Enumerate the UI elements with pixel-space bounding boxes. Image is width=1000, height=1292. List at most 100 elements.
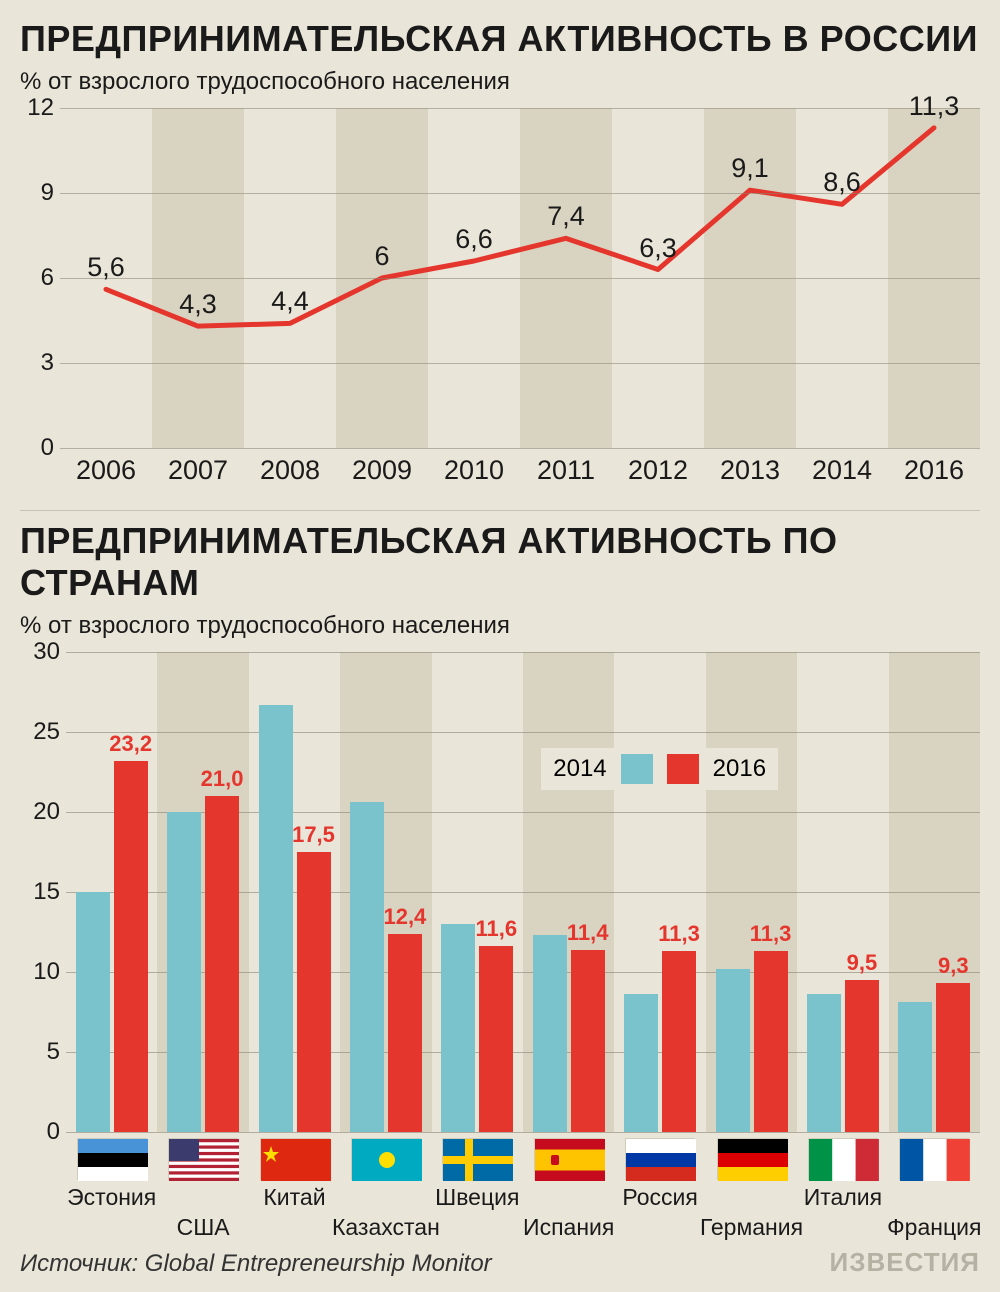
bar-2016	[479, 946, 513, 1132]
line-chart-panel: Предпринимательская активность в России …	[20, 18, 980, 498]
bar-chart-title: Предпринимательская активность по страна…	[20, 520, 980, 604]
bar-2014	[76, 892, 110, 1132]
bar-2014	[624, 994, 658, 1132]
bar-chart-subtitle: % от взрослого трудоспособного населения	[20, 612, 980, 640]
bar-2016	[662, 951, 696, 1132]
legend-swatch-2016	[667, 754, 699, 784]
country-label: США	[177, 1214, 230, 1241]
y-tick-label: 0	[24, 1118, 60, 1146]
bar-value-label: 17,5	[292, 822, 335, 848]
gridline	[66, 652, 980, 653]
legend-swatch-2014	[621, 754, 653, 784]
y-tick-label: 12	[24, 94, 54, 122]
data-label: 9,1	[731, 153, 769, 184]
data-label: 4,3	[179, 289, 217, 320]
x-tick-label: 2013	[720, 455, 780, 486]
bar-2014	[533, 935, 567, 1132]
bar-value-label: 11,4	[567, 920, 609, 946]
gridline	[66, 1052, 980, 1053]
x-tick-label: 2008	[260, 455, 320, 486]
flag-spain	[534, 1138, 604, 1180]
data-label: 5,6	[87, 252, 125, 283]
x-tick-label: 2012	[628, 455, 688, 486]
country-label: Казахстан	[332, 1214, 440, 1241]
gridline	[66, 1132, 980, 1133]
flag-estonia	[77, 1138, 147, 1180]
gridline	[66, 892, 980, 893]
data-label: 6,6	[455, 224, 493, 255]
x-tick-label: 2011	[537, 455, 595, 486]
data-label: 4,4	[271, 286, 309, 317]
y-tick-label: 9	[24, 179, 54, 207]
gridline	[60, 448, 980, 449]
bar-2014	[259, 705, 293, 1132]
flag-usa	[168, 1138, 238, 1180]
gridline	[60, 278, 980, 279]
data-label: 11,3	[909, 91, 960, 122]
data-label: 8,6	[823, 167, 861, 198]
bar-chart-legend: 2014 2016	[541, 748, 778, 790]
bar-2014	[716, 969, 750, 1132]
bar-value-label: 11,3	[658, 921, 700, 947]
bar-value-label: 9,5	[847, 950, 878, 976]
country-label: Испания	[523, 1214, 614, 1241]
bar-2014	[167, 812, 201, 1132]
country-label: Германия	[700, 1214, 803, 1241]
bar-2016	[297, 852, 331, 1132]
gridline	[66, 732, 980, 733]
country-label: Франция	[887, 1214, 981, 1241]
bar-2014	[898, 1002, 932, 1132]
gridline	[66, 972, 980, 973]
bar-value-label: 11,6	[475, 916, 517, 942]
flag-china	[260, 1138, 330, 1180]
y-tick-label: 5	[24, 1038, 60, 1066]
y-tick-label: 3	[24, 349, 54, 377]
footer: Источник: Global Entrepreneurship Monito…	[20, 1247, 980, 1278]
panel-divider	[20, 510, 980, 511]
gridline	[60, 363, 980, 364]
line-chart-plot: 03691220065,620074,320084,42009620106,62…	[60, 108, 980, 488]
flag-france	[899, 1138, 969, 1180]
line-chart-title: Предпринимательская активность в России	[20, 18, 980, 60]
flag-row	[66, 1138, 980, 1182]
bar-value-label: 21,0	[201, 766, 244, 792]
x-tick-label: 2009	[352, 455, 412, 486]
y-tick-label: 10	[24, 958, 60, 986]
flag-russia	[625, 1138, 695, 1180]
x-tick-label: 2014	[812, 455, 872, 486]
bar-value-label: 11,3	[750, 921, 792, 947]
y-tick-label: 15	[24, 878, 60, 906]
y-tick-label: 25	[24, 718, 60, 746]
bar-2016	[114, 761, 148, 1132]
legend-label-2016: 2016	[713, 755, 766, 783]
flag-germany	[717, 1138, 787, 1180]
country-label-row: ЭстонияСШАКитайКазахстанШвецияИспанияРос…	[66, 1182, 980, 1246]
bar-value-label: 9,3	[938, 953, 969, 979]
line-chart-subtitle: % от взрослого трудоспособного населения	[20, 68, 980, 96]
source-label: Источник: Global Entrepreneurship Monito…	[20, 1250, 492, 1278]
country-label: Швеция	[435, 1184, 519, 1211]
x-tick-label: 2016	[904, 455, 964, 486]
bar-value-label: 12,4	[383, 904, 426, 930]
gridline	[66, 812, 980, 813]
country-label: Италия	[804, 1184, 882, 1211]
y-tick-label: 30	[24, 638, 60, 666]
data-label: 6	[374, 241, 389, 272]
country-label: Китай	[263, 1184, 325, 1211]
bar-2016	[205, 796, 239, 1132]
bar-value-label: 23,2	[109, 731, 152, 757]
x-tick-label: 2010	[444, 455, 504, 486]
data-label: 6,3	[639, 233, 677, 264]
x-tick-label: 2007	[168, 455, 228, 486]
flag-italy	[808, 1138, 878, 1180]
bar-2016	[845, 980, 879, 1132]
flag-sweden	[442, 1138, 512, 1180]
bar-2016	[571, 950, 605, 1132]
bar-2016	[388, 934, 422, 1132]
data-label: 7,4	[547, 201, 585, 232]
bar-chart-panel: Предпринимательская активность по страна…	[20, 520, 980, 1210]
y-tick-label: 0	[24, 434, 54, 462]
x-tick-label: 2006	[76, 455, 136, 486]
bar-2014	[807, 994, 841, 1132]
y-tick-label: 20	[24, 798, 60, 826]
